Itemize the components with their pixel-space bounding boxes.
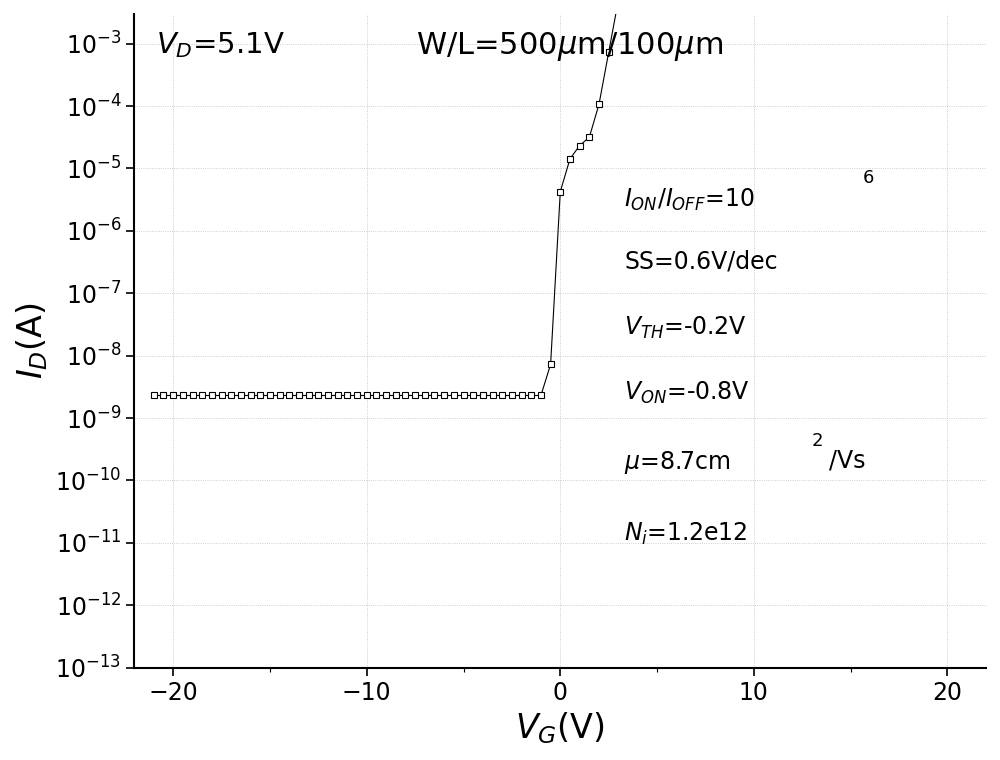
Text: 2: 2 — [812, 432, 823, 451]
Text: 6: 6 — [863, 169, 874, 188]
Text: W/L=500$\mu$m/100$\mu$m: W/L=500$\mu$m/100$\mu$m — [416, 30, 723, 63]
Text: /Vs: /Vs — [829, 448, 865, 473]
Text: $V_{TH}$=-0.2V: $V_{TH}$=-0.2V — [624, 315, 746, 340]
Text: $N_i$=1.2e12: $N_i$=1.2e12 — [624, 521, 747, 546]
Text: SS=0.6V/dec: SS=0.6V/dec — [624, 249, 778, 274]
Text: $V_{ON}$=-0.8V: $V_{ON}$=-0.8V — [624, 380, 750, 406]
Text: $\mu$=8.7cm: $\mu$=8.7cm — [624, 448, 731, 476]
Text: $I_{ON}/I_{OFF}$=10: $I_{ON}/I_{OFF}$=10 — [624, 187, 755, 214]
Y-axis label: $\mathit{I}_D$(A): $\mathit{I}_D$(A) — [14, 302, 50, 379]
Text: $V_D$=5.1V: $V_D$=5.1V — [156, 30, 285, 60]
X-axis label: $\mathit{V}_G$(V): $\mathit{V}_G$(V) — [515, 711, 605, 746]
